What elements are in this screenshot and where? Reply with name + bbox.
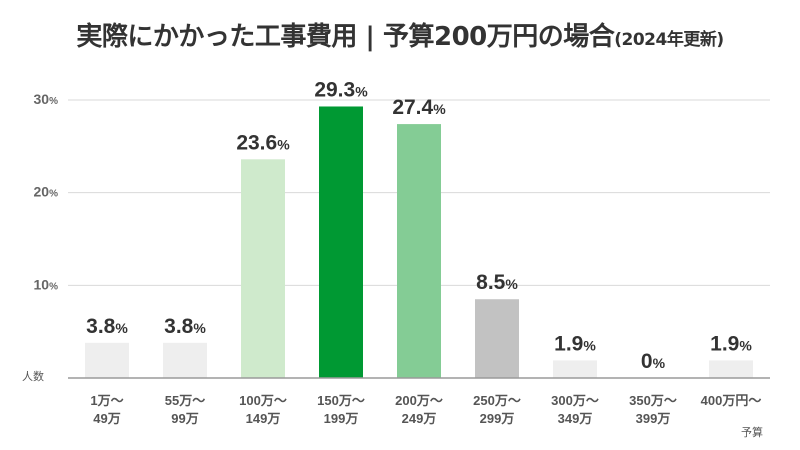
y-tick-label-20: 20% — [34, 184, 59, 200]
value-label-7: 1.9% — [554, 332, 596, 355]
x-axis-label: 予算 — [741, 425, 763, 439]
chart-title: 実際にかかった工事費用 | 予算200万円の場合(2024年更新) — [0, 16, 800, 53]
bar-4 — [319, 106, 363, 378]
value-label-1: 3.8% — [86, 315, 128, 338]
category-label-3-line2: 149万 — [246, 411, 281, 426]
category-label-4: 150万～ — [317, 393, 365, 408]
bar-7 — [553, 360, 597, 378]
bar-2 — [163, 342, 207, 378]
category-label-9: 400万円～ — [701, 393, 762, 408]
bar-5 — [397, 124, 441, 379]
value-label-6: 8.5% — [476, 271, 518, 294]
category-label-8: 350万～ — [629, 393, 677, 408]
y-axis-label: 人数 — [22, 370, 44, 383]
value-label-9: 1.9% — [710, 332, 752, 355]
category-label-7-line2: 349万 — [558, 411, 593, 426]
category-label-2: 55万～ — [165, 393, 205, 408]
bar-9 — [709, 360, 753, 378]
category-label-1-line2: 49万 — [93, 411, 120, 426]
y-tick-label-10: 10% — [34, 276, 59, 292]
category-label-5: 200万～ — [395, 393, 443, 408]
category-label-8-line2: 399万 — [636, 411, 671, 426]
category-label-3: 100万～ — [239, 393, 287, 408]
chart-title-main: 実際にかかった工事費用 | 予算200万円の場合 — [76, 22, 615, 52]
category-label-4-line2: 199万 — [324, 411, 359, 426]
category-label-5-line2: 249万 — [402, 411, 437, 426]
value-label-4: 29.3% — [314, 78, 368, 101]
category-label-2-line2: 99万 — [171, 411, 198, 426]
value-label-3: 23.6% — [236, 131, 290, 154]
y-tick-label-30: 30% — [34, 91, 59, 107]
bar-6 — [475, 299, 519, 378]
value-label-5: 27.4% — [392, 96, 446, 119]
category-label-6-line2: 299万 — [480, 411, 515, 426]
value-label-8: 0% — [641, 350, 666, 373]
category-label-6: 250万～ — [473, 393, 521, 408]
value-label-2: 3.8% — [164, 315, 206, 338]
chart-subtitle: (2024年更新) — [614, 30, 724, 50]
bar-1 — [85, 342, 129, 378]
category-label-7: 300万～ — [551, 393, 599, 408]
bar-3 — [241, 159, 285, 378]
category-label-1: 1万～ — [90, 393, 123, 408]
